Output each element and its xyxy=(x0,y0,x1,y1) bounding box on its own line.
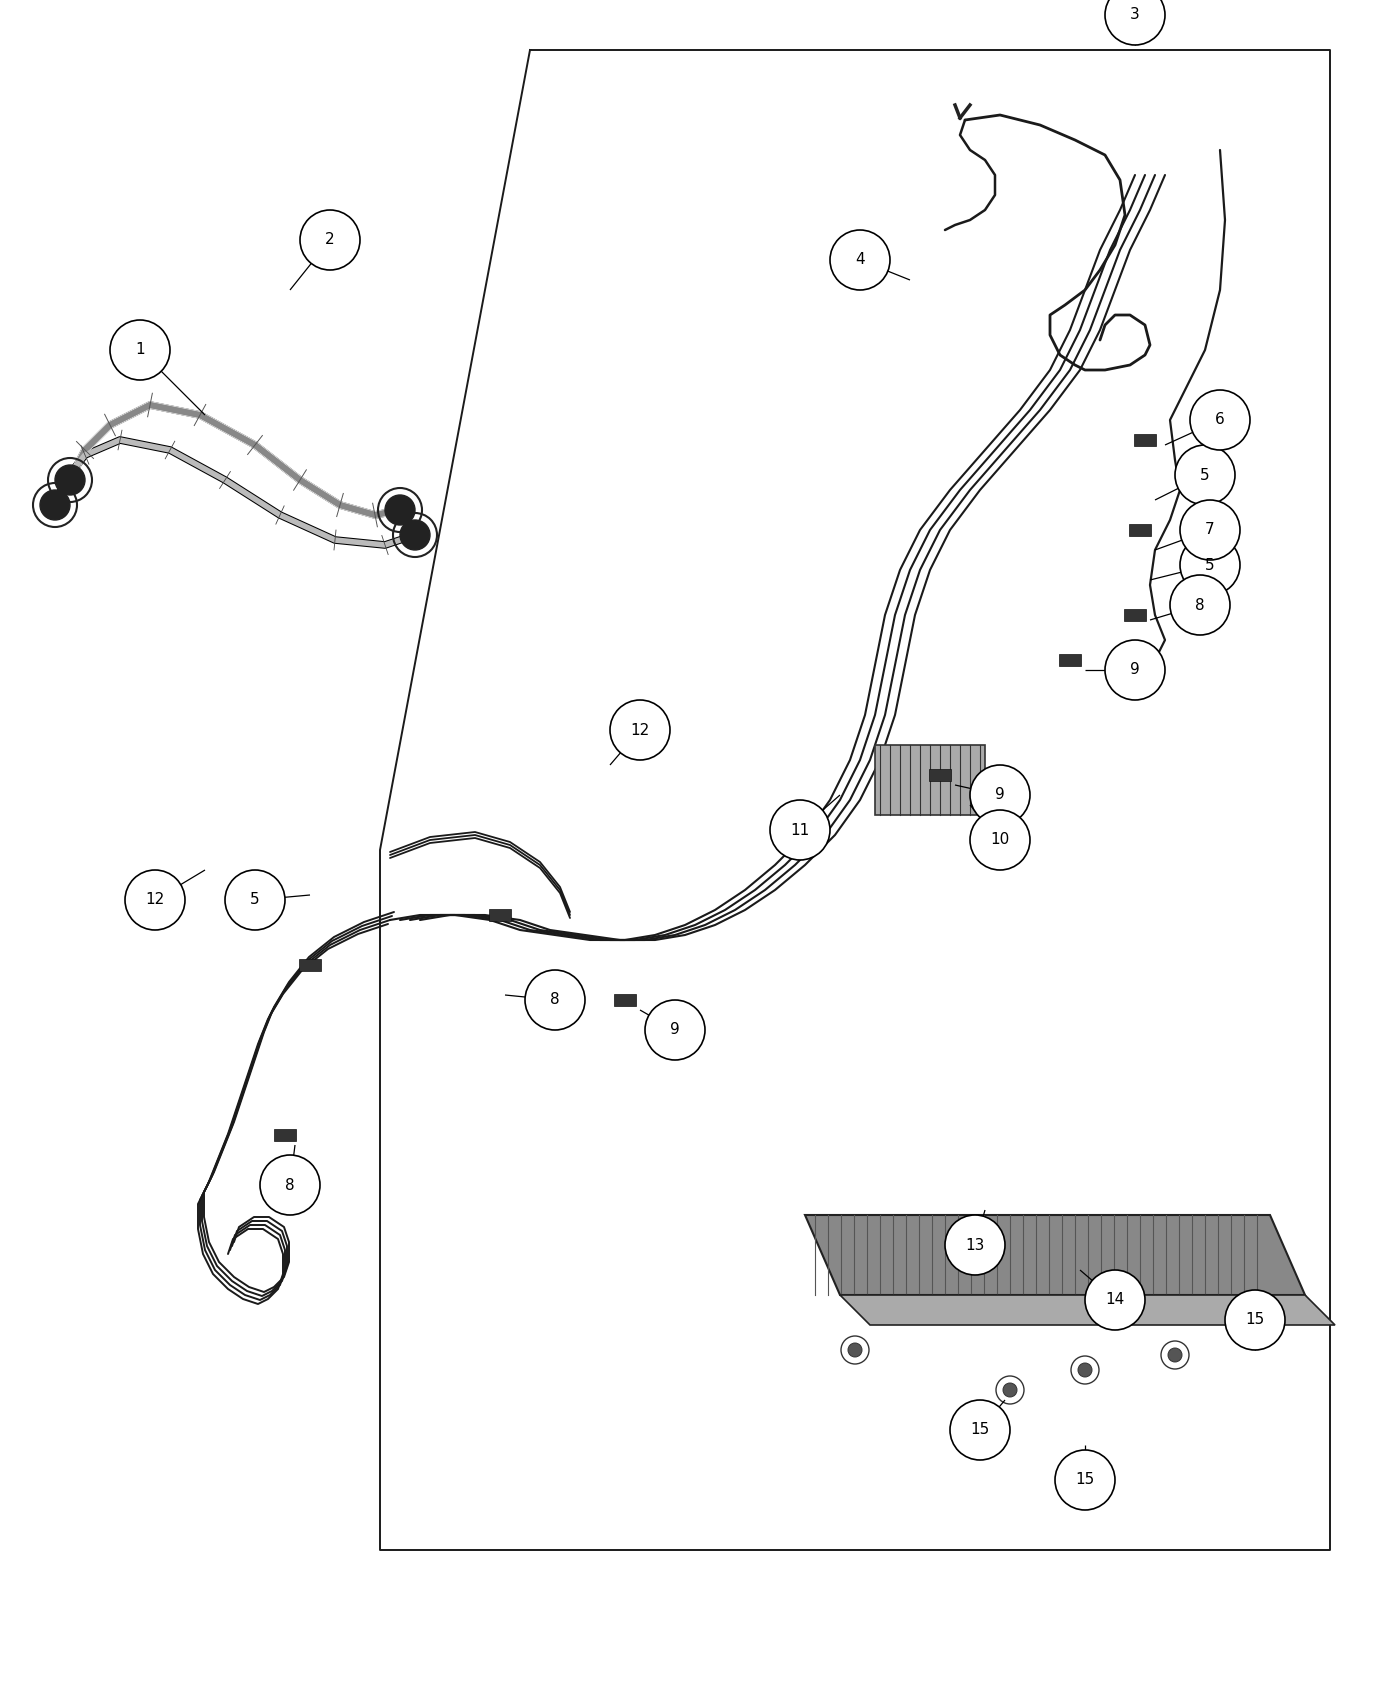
Bar xyxy=(300,959,321,971)
Circle shape xyxy=(945,1216,1005,1275)
Circle shape xyxy=(111,320,169,381)
Circle shape xyxy=(848,1343,862,1357)
Circle shape xyxy=(1085,1270,1145,1329)
Circle shape xyxy=(610,700,671,760)
Text: 5: 5 xyxy=(1200,468,1210,483)
Text: 6: 6 xyxy=(1215,413,1225,427)
Text: 13: 13 xyxy=(966,1238,984,1253)
Circle shape xyxy=(1161,1341,1189,1368)
Circle shape xyxy=(770,801,830,860)
Bar xyxy=(615,994,636,1006)
Circle shape xyxy=(41,490,70,520)
Text: 14: 14 xyxy=(1106,1292,1124,1307)
Polygon shape xyxy=(805,1216,1305,1295)
Circle shape xyxy=(1002,1384,1016,1397)
Circle shape xyxy=(1225,1290,1285,1350)
Bar xyxy=(1128,524,1151,536)
Text: 15: 15 xyxy=(1075,1472,1095,1488)
Circle shape xyxy=(260,1154,321,1216)
Circle shape xyxy=(1056,1450,1114,1510)
Polygon shape xyxy=(840,1295,1336,1324)
Circle shape xyxy=(1175,445,1235,505)
Circle shape xyxy=(1105,639,1165,700)
Text: 9: 9 xyxy=(671,1022,680,1037)
Text: 9: 9 xyxy=(1130,663,1140,678)
Text: 5: 5 xyxy=(251,892,260,908)
Text: 10: 10 xyxy=(990,833,1009,848)
Text: 15: 15 xyxy=(1246,1312,1264,1328)
Circle shape xyxy=(970,809,1030,870)
Circle shape xyxy=(1105,0,1165,44)
Circle shape xyxy=(1180,536,1240,595)
Circle shape xyxy=(995,1375,1023,1404)
Circle shape xyxy=(1078,1363,1092,1377)
Text: 15: 15 xyxy=(970,1423,990,1438)
Circle shape xyxy=(55,466,85,495)
Circle shape xyxy=(1168,1348,1182,1362)
Circle shape xyxy=(970,765,1030,824)
Circle shape xyxy=(125,870,185,930)
Circle shape xyxy=(1071,1357,1099,1384)
Text: 11: 11 xyxy=(791,823,809,838)
Circle shape xyxy=(225,870,286,930)
Text: 12: 12 xyxy=(630,722,650,738)
Circle shape xyxy=(1180,500,1240,559)
Bar xyxy=(930,768,951,780)
Circle shape xyxy=(385,495,414,525)
Bar xyxy=(1058,654,1081,666)
Text: 3: 3 xyxy=(1130,7,1140,22)
Circle shape xyxy=(1190,389,1250,450)
Polygon shape xyxy=(875,745,986,814)
Bar xyxy=(274,1129,295,1141)
Circle shape xyxy=(400,520,430,551)
Text: 7: 7 xyxy=(1205,522,1215,537)
Circle shape xyxy=(645,1000,706,1061)
Bar xyxy=(1134,434,1156,445)
Text: 5: 5 xyxy=(1205,558,1215,573)
Text: 12: 12 xyxy=(146,892,165,908)
Circle shape xyxy=(300,211,360,270)
Text: 2: 2 xyxy=(325,233,335,248)
Text: 8: 8 xyxy=(550,993,560,1008)
Text: 8: 8 xyxy=(1196,597,1205,612)
Circle shape xyxy=(830,230,890,291)
Bar xyxy=(1124,609,1147,620)
Circle shape xyxy=(951,1401,1009,1460)
Bar xyxy=(489,910,511,921)
Text: 1: 1 xyxy=(136,342,144,357)
Circle shape xyxy=(1170,575,1231,636)
Text: 8: 8 xyxy=(286,1178,295,1192)
Circle shape xyxy=(841,1336,869,1363)
Text: 9: 9 xyxy=(995,787,1005,802)
Circle shape xyxy=(525,971,585,1030)
Text: 4: 4 xyxy=(855,253,865,267)
